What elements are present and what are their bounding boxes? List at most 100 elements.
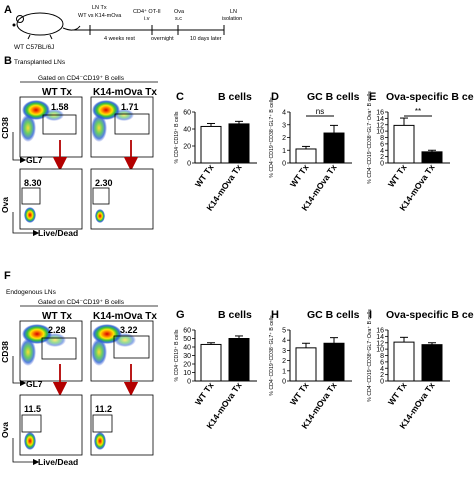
category-label: WT Tx	[386, 380, 409, 407]
panel-b: B Transplanted LNs Gated on CD4⁻CD19⁺ B …	[0, 55, 158, 238]
bar-wt-tx	[393, 341, 415, 382]
step1-line1: LN Tx	[92, 5, 107, 11]
chart-title: B cells	[218, 91, 252, 103]
y-tick-label: 14	[376, 116, 384, 123]
axis-livedead-b: Live/Dead	[38, 228, 78, 238]
bar-k14-mova-tx	[421, 344, 443, 382]
y-axis-label: % CD4⁻CD19⁺ B cells	[174, 329, 180, 381]
y-tick-label: 10	[183, 370, 191, 377]
gate-value-b1-bottom: 8.30	[24, 178, 42, 188]
y-tick-label: 40	[183, 127, 191, 134]
y-tick-label: 16	[376, 110, 384, 117]
y-tick-label: 60	[183, 328, 191, 335]
panel-letter-g: G	[176, 309, 185, 321]
flow-density-b2-top	[91, 100, 134, 142]
chart-title: GC B cells	[307, 309, 360, 321]
gate-b1-top	[42, 114, 77, 135]
y-tick-label: 8	[380, 135, 384, 142]
y-tick-label: 3	[282, 122, 286, 129]
y-tick-label: 0	[187, 161, 191, 168]
section-b-col2: K14-mOva Tx	[93, 87, 157, 98]
gate-value-b1-top: 1.58	[51, 102, 69, 112]
axis-cd38-b: CD38	[0, 117, 10, 139]
gate-b1-bottom	[21, 187, 41, 205]
gate-b2-top	[114, 113, 150, 135]
mouse-icon	[12, 12, 81, 40]
y-tick-label: 40	[183, 345, 191, 352]
y-tick-label: 6	[380, 141, 384, 148]
bar-wt-tx	[295, 347, 317, 382]
chart-title: GC B cells	[307, 91, 360, 103]
gate-value-f2-top: 3.22	[120, 325, 138, 335]
bar-wt-tx	[200, 343, 222, 382]
y-tick-label: 3	[282, 348, 286, 355]
bar-k14-mova-tx	[228, 338, 250, 382]
y-axis-label: % CD4⁻CD19⁺CD38⁺GL7⁻Ova⁺ B cells	[367, 309, 373, 402]
gate-value-f1-bottom: 11.5	[24, 404, 41, 414]
y-tick-label: 5	[282, 328, 286, 335]
gate-f1-top	[41, 337, 77, 360]
gate-value-b2-bottom: 2.30	[95, 178, 113, 188]
y-axis-label: % CD4⁻CD19⁺ B cells	[174, 111, 180, 163]
y-tick-label: 0	[380, 379, 384, 386]
axis-arrow-f-top	[12, 356, 27, 387]
panel-letter-h: H	[271, 309, 279, 321]
y-tick-label: 16	[376, 328, 384, 335]
bar-k14-mova-tx	[323, 342, 345, 382]
bar-wt-tx	[295, 148, 317, 164]
y-tick-label: 50	[183, 336, 191, 343]
y-tick-label: 4	[380, 366, 384, 373]
step3-line2: s.c	[175, 16, 182, 22]
flow-density-b2-bottom	[95, 209, 105, 223]
axis-cd38-f: CD38	[0, 341, 10, 363]
axis-gl7-b: GL7	[26, 155, 43, 165]
y-tick-label: 60	[183, 110, 191, 117]
category-label: WT Tx	[288, 380, 311, 407]
y-tick-label: 10	[376, 129, 384, 136]
flow-density-f1-top	[20, 324, 66, 366]
y-tick-label: 1	[282, 148, 286, 155]
bar-wt-tx	[393, 124, 415, 164]
panel-letter-d: D	[271, 91, 279, 103]
y-tick-label: 10	[376, 347, 384, 354]
panel-letter-i: I	[369, 309, 372, 321]
step3-line1: Ova	[174, 9, 185, 15]
y-axis-label: % CD4⁻CD19⁺CD38⁻GL7⁺ B cells	[269, 315, 275, 396]
gate-value-f1-top: 2.28	[48, 325, 66, 335]
axis-ova-f: Ova	[0, 422, 10, 438]
panel-a: A WT C57BL/6J LN Tx WT vs K14-mOva CD4⁺ …	[4, 4, 242, 51]
axis-arrow-b-bottom	[12, 212, 40, 237]
y-tick-label: 6	[380, 359, 384, 366]
section-f-col1: WT Tx	[42, 311, 72, 322]
y-tick-label: 0	[282, 379, 286, 386]
section-b-col1: WT Tx	[42, 87, 72, 98]
flow-density-b1-bottom	[24, 207, 36, 223]
axis-arrow-f-bottom	[12, 438, 40, 466]
panel-letter-b: B	[4, 55, 12, 67]
gate-b2-bottom	[92, 187, 110, 205]
step4-line1: LN	[230, 9, 237, 15]
y-tick-label: 12	[376, 340, 384, 347]
bar-k14-mova-tx	[323, 132, 345, 164]
section-f-title: Endogenous LNs	[6, 289, 57, 296]
flow-density-f2-bottom	[94, 432, 106, 450]
axis-gl7-f: GL7	[26, 379, 43, 389]
y-tick-label: 2	[380, 372, 384, 379]
y-tick-label: 4	[380, 148, 384, 155]
y-tick-label: 4	[282, 338, 286, 345]
chart-title: Ova-specific B cells	[386, 309, 474, 321]
axis-livedead-f: Live/Dead	[38, 457, 78, 467]
y-tick-label: 0	[187, 379, 191, 386]
category-label: WT Tx	[288, 162, 311, 189]
step2-line1: CD4⁺ OT-II	[133, 8, 161, 15]
interval-1: 4 weeks rest	[104, 36, 135, 42]
section-f-gating: Gated on CD4⁻CD19⁺ B cells	[38, 299, 125, 306]
section-b-gating: Gated on CD4⁻CD19⁺ B cells	[38, 75, 125, 82]
step2-line2: i.v	[144, 16, 150, 22]
bar-wt-tx	[200, 125, 222, 164]
panel-letter-a: A	[4, 4, 12, 16]
